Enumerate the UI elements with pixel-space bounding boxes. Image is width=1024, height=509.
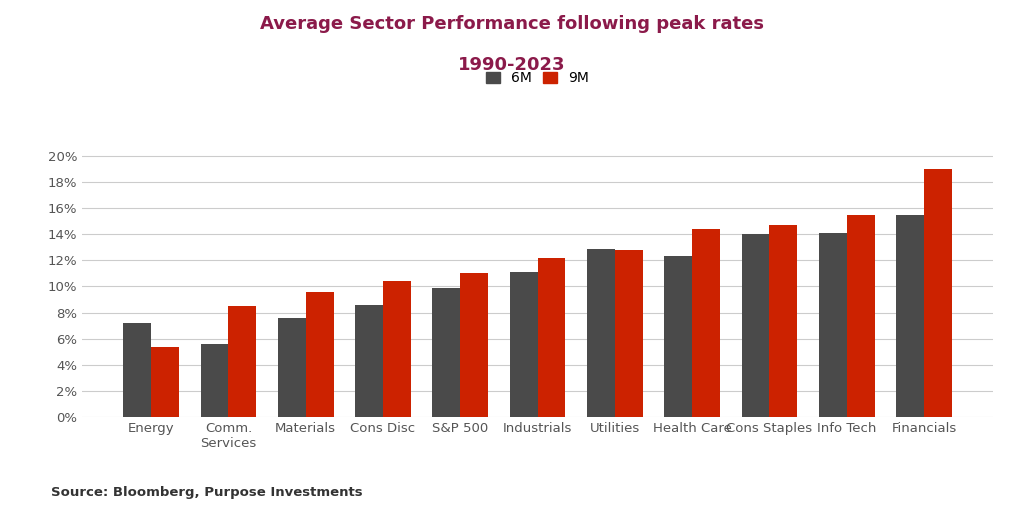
Text: 1990-2023: 1990-2023	[459, 56, 565, 74]
Bar	[355, 305, 383, 417]
Bar	[278, 318, 306, 417]
Bar	[228, 306, 256, 417]
Bar	[383, 281, 411, 417]
Bar	[769, 225, 798, 417]
Bar	[692, 229, 720, 417]
Bar	[306, 292, 334, 417]
Legend: 6M, 9M: 6M, 9M	[482, 67, 593, 90]
Bar	[123, 323, 152, 417]
Text: Average Sector Performance following peak rates: Average Sector Performance following pea…	[260, 15, 764, 33]
Bar	[819, 233, 847, 417]
Bar	[201, 344, 228, 417]
Bar	[741, 234, 769, 417]
Bar	[614, 250, 643, 417]
Bar	[924, 168, 952, 417]
Bar	[665, 257, 692, 417]
Text: Source: Bloomberg, Purpose Investments: Source: Bloomberg, Purpose Investments	[51, 486, 362, 499]
Bar	[432, 288, 461, 417]
Bar	[538, 258, 565, 417]
Bar	[510, 272, 538, 417]
Bar	[587, 248, 614, 417]
Bar	[461, 273, 488, 417]
Bar	[896, 214, 924, 417]
Bar	[152, 347, 179, 417]
Bar	[847, 214, 874, 417]
